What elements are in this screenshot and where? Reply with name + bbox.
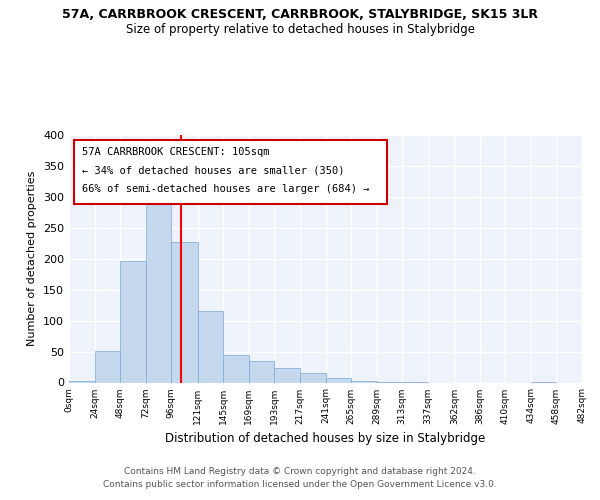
Bar [249, 361, 274, 382]
Text: Contains HM Land Registry data © Crown copyright and database right 2024.: Contains HM Land Registry data © Crown c… [124, 467, 476, 476]
Bar [300, 372, 325, 382]
FancyBboxPatch shape [74, 140, 387, 204]
Bar [171, 242, 198, 382]
Text: 57A CARRBROOK CRESCENT: 105sqm: 57A CARRBROOK CRESCENT: 105sqm [82, 148, 269, 158]
Bar [120, 261, 146, 382]
Text: 57A, CARRBROOK CRESCENT, CARRBROOK, STALYBRIDGE, SK15 3LR: 57A, CARRBROOK CRESCENT, CARRBROOK, STAL… [62, 8, 538, 20]
Text: 66% of semi-detached houses are larger (684) →: 66% of semi-detached houses are larger (… [82, 184, 370, 194]
Text: Contains public sector information licensed under the Open Government Licence v3: Contains public sector information licen… [103, 480, 497, 489]
Text: ← 34% of detached houses are smaller (350): ← 34% of detached houses are smaller (35… [82, 166, 344, 176]
X-axis label: Distribution of detached houses by size in Stalybridge: Distribution of detached houses by size … [166, 432, 485, 445]
Text: Size of property relative to detached houses in Stalybridge: Size of property relative to detached ho… [125, 22, 475, 36]
Bar [274, 368, 300, 382]
Bar [198, 312, 223, 382]
Bar [95, 351, 120, 382]
Bar [146, 185, 171, 382]
Y-axis label: Number of detached properties: Number of detached properties [28, 171, 37, 346]
Bar [223, 354, 249, 382]
Bar [325, 378, 351, 382]
